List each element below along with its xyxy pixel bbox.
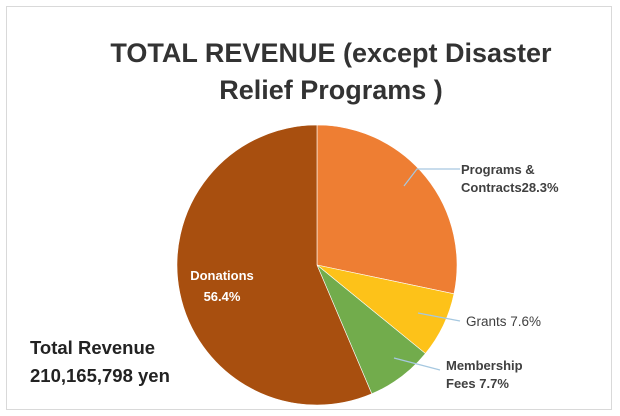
label-programs-line-2: Contracts28.3% [461, 180, 559, 195]
leader-line-grants [417, 312, 461, 322]
label-grants: Grants 7.6% [466, 314, 541, 329]
pie-slices [176, 124, 458, 406]
slice-programs-contracts [316, 124, 458, 295]
label-membership-line-2: Fees 7.7% [446, 376, 509, 391]
slice-donations [176, 124, 373, 406]
leader-line-programs [403, 168, 460, 187]
chart-title-line-1: TOTAL REVENUE (except Disaster [110, 38, 552, 68]
total-revenue-label: Total Revenue [30, 337, 155, 358]
label-donations-line-2: 56.4% [204, 289, 241, 304]
label-membership-line-1: Membership [446, 358, 523, 373]
label-donations-line-1: Donations [190, 268, 254, 283]
label-programs-line-1: Programs & [461, 162, 535, 177]
total-revenue-value: 210,165,798 yen [30, 365, 170, 386]
leader-line-membership [393, 357, 441, 371]
chart-title-line-2: Relief Programs ) [219, 75, 443, 105]
